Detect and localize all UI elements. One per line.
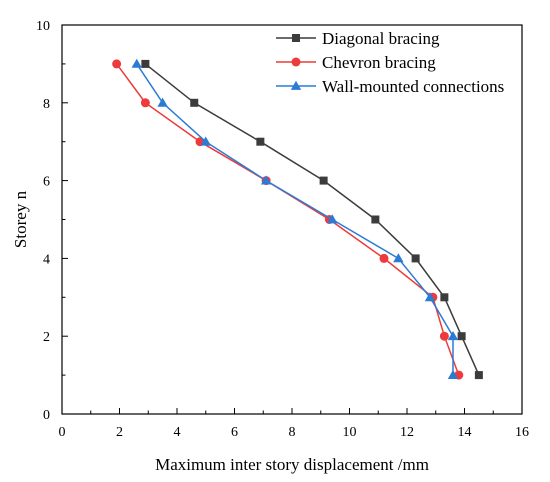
data-point-circle bbox=[439, 331, 449, 341]
legend-item: Wall-mounted connections bbox=[276, 77, 504, 96]
data-point-triangle bbox=[327, 214, 338, 224]
data-point-square bbox=[292, 34, 300, 42]
series-line bbox=[136, 63, 454, 376]
legend-label: Wall-mounted connections bbox=[322, 77, 504, 96]
y-tick-label: 6 bbox=[43, 175, 50, 190]
y-tick-label: 10 bbox=[36, 19, 50, 34]
x-tick-label: 8 bbox=[289, 425, 296, 440]
data-point-triangle bbox=[131, 58, 142, 68]
data-point-square bbox=[411, 254, 420, 263]
x-tick-label: 2 bbox=[116, 425, 123, 440]
x-tick-label: 4 bbox=[174, 425, 181, 440]
legend: Diagonal bracing Chevron bracing Wall-moun… bbox=[276, 29, 504, 96]
data-point-square bbox=[319, 176, 328, 185]
data-point-square bbox=[457, 332, 466, 341]
x-tick-label: 12 bbox=[400, 425, 414, 440]
y-tick-label: 8 bbox=[43, 97, 50, 112]
legend-label: Diagonal bracing bbox=[322, 29, 440, 48]
series-2 bbox=[112, 59, 464, 380]
y-tick-label: 0 bbox=[43, 408, 50, 423]
data-point-triangle bbox=[447, 369, 459, 379]
data-point-triangle bbox=[157, 97, 168, 107]
data-point-circle bbox=[140, 98, 150, 108]
data-point-square bbox=[371, 215, 380, 224]
y-axis-label: Storey n bbox=[11, 190, 30, 248]
data-point-triangle bbox=[260, 175, 272, 185]
series-1 bbox=[141, 59, 483, 380]
axes-layer: 0 2 4 6 8 10 12 14 16 0 2 4 6 8 10 bbox=[36, 19, 529, 440]
data-point-triangle bbox=[393, 253, 404, 263]
legend-item: Diagonal bracing bbox=[276, 29, 440, 48]
series-line bbox=[144, 63, 480, 376]
y-tick-label: 4 bbox=[43, 252, 50, 267]
x-tick-label: 10 bbox=[343, 425, 357, 440]
series-layer bbox=[112, 58, 483, 380]
data-point-square bbox=[190, 98, 199, 107]
series-line bbox=[116, 63, 460, 376]
data-point-triangle bbox=[290, 80, 302, 90]
x-tick-label: 6 bbox=[231, 425, 238, 440]
data-point-triangle bbox=[424, 292, 436, 302]
legend-item: Chevron bracing bbox=[276, 53, 436, 72]
x-tick-label: 0 bbox=[59, 425, 66, 440]
data-point-circle bbox=[291, 57, 301, 67]
y-tick-label: 2 bbox=[43, 330, 50, 345]
x-tick-label: 16 bbox=[515, 425, 529, 440]
data-point-circle bbox=[379, 253, 389, 263]
data-point-triangle bbox=[200, 136, 211, 146]
series-3 bbox=[131, 58, 459, 379]
x-tick-label: 14 bbox=[458, 425, 472, 440]
data-point-square bbox=[474, 371, 483, 380]
data-point-triangle bbox=[447, 331, 459, 341]
data-point-square bbox=[440, 293, 449, 302]
data-point-square bbox=[256, 137, 265, 146]
x-axis-label: Maximum inter story displacement /mm bbox=[155, 455, 429, 474]
data-point-circle bbox=[112, 59, 122, 69]
legend-label: Chevron bracing bbox=[322, 53, 436, 72]
data-point-square bbox=[141, 59, 150, 68]
